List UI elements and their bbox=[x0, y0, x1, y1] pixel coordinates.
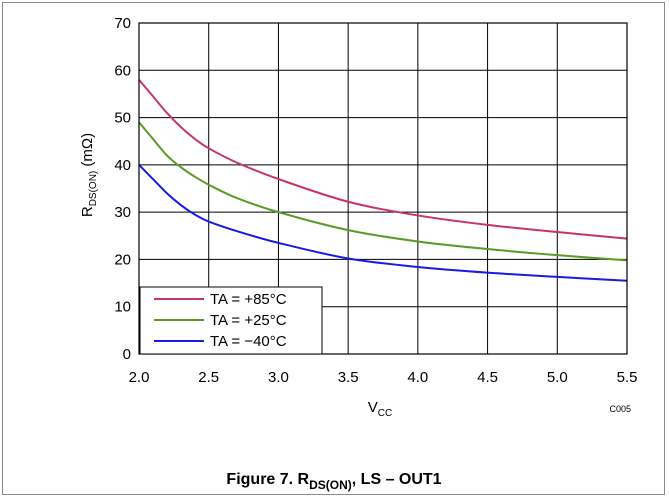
figure-frame bbox=[2, 2, 665, 495]
x-tick-label-7: 5.5 bbox=[617, 369, 638, 386]
legend-label-0: TA = +85°C bbox=[210, 291, 287, 308]
caption-main: Figure 7. R bbox=[226, 471, 309, 488]
y-axis-label-suffix: (mΩ) bbox=[79, 133, 96, 171]
x-tick-label-4: 4.0 bbox=[407, 369, 428, 386]
x-tick-label-3: 3.5 bbox=[338, 369, 359, 386]
legend-label-1: TA = +25°C bbox=[210, 312, 287, 329]
x-tick-label-5: 4.5 bbox=[477, 369, 498, 386]
y-tick-label-7: 70 bbox=[114, 15, 131, 32]
series-line-0 bbox=[138, 79, 628, 240]
series-line-1 bbox=[138, 121, 628, 262]
figure-caption: Figure 7. RDS(ON), LS – OUT1 bbox=[226, 471, 441, 492]
legend: TA = +85°C TA = +25°C TA = −40°C bbox=[139, 286, 323, 355]
y-axis-label: RDS(ON) (mΩ) bbox=[79, 133, 99, 217]
series-line-2 bbox=[138, 164, 628, 282]
y-axis-label-main: R bbox=[79, 206, 96, 217]
x-tick-label-0: 2.0 bbox=[129, 369, 150, 386]
y-tick-label-3: 30 bbox=[114, 204, 131, 221]
x-axis-label: VCC bbox=[368, 399, 392, 419]
y-tick-label-6: 60 bbox=[114, 62, 131, 79]
x-tick-label-6: 5.0 bbox=[547, 369, 568, 386]
figure-code: C005 bbox=[609, 404, 631, 414]
caption-suffix: , LS – OUT1 bbox=[352, 471, 442, 488]
y-tick-label-4: 40 bbox=[114, 157, 131, 174]
x-axis-label-sub: CC bbox=[378, 408, 392, 419]
x-tick-label-2: 3.0 bbox=[268, 369, 289, 386]
series-lines bbox=[138, 79, 628, 282]
y-tick-label-5: 50 bbox=[114, 110, 131, 127]
x-tick-labels: 2.0 2.5 3.0 3.5 4.0 4.5 5.0 5.5 bbox=[129, 369, 638, 386]
caption-sub: DS(ON) bbox=[309, 478, 352, 492]
y-tick-labels: 0 10 20 30 40 50 60 70 bbox=[114, 15, 131, 363]
x-axis-label-main: V bbox=[368, 399, 378, 416]
legend-label-2: TA = −40°C bbox=[210, 333, 287, 350]
y-tick-label-0: 0 bbox=[123, 346, 131, 363]
x-tick-label-1: 2.5 bbox=[198, 369, 219, 386]
y-axis-label-sub: DS(ON) bbox=[88, 171, 99, 207]
y-tick-label-1: 10 bbox=[114, 299, 131, 316]
plot-border bbox=[138, 22, 628, 355]
y-tick-label-2: 20 bbox=[114, 251, 131, 268]
